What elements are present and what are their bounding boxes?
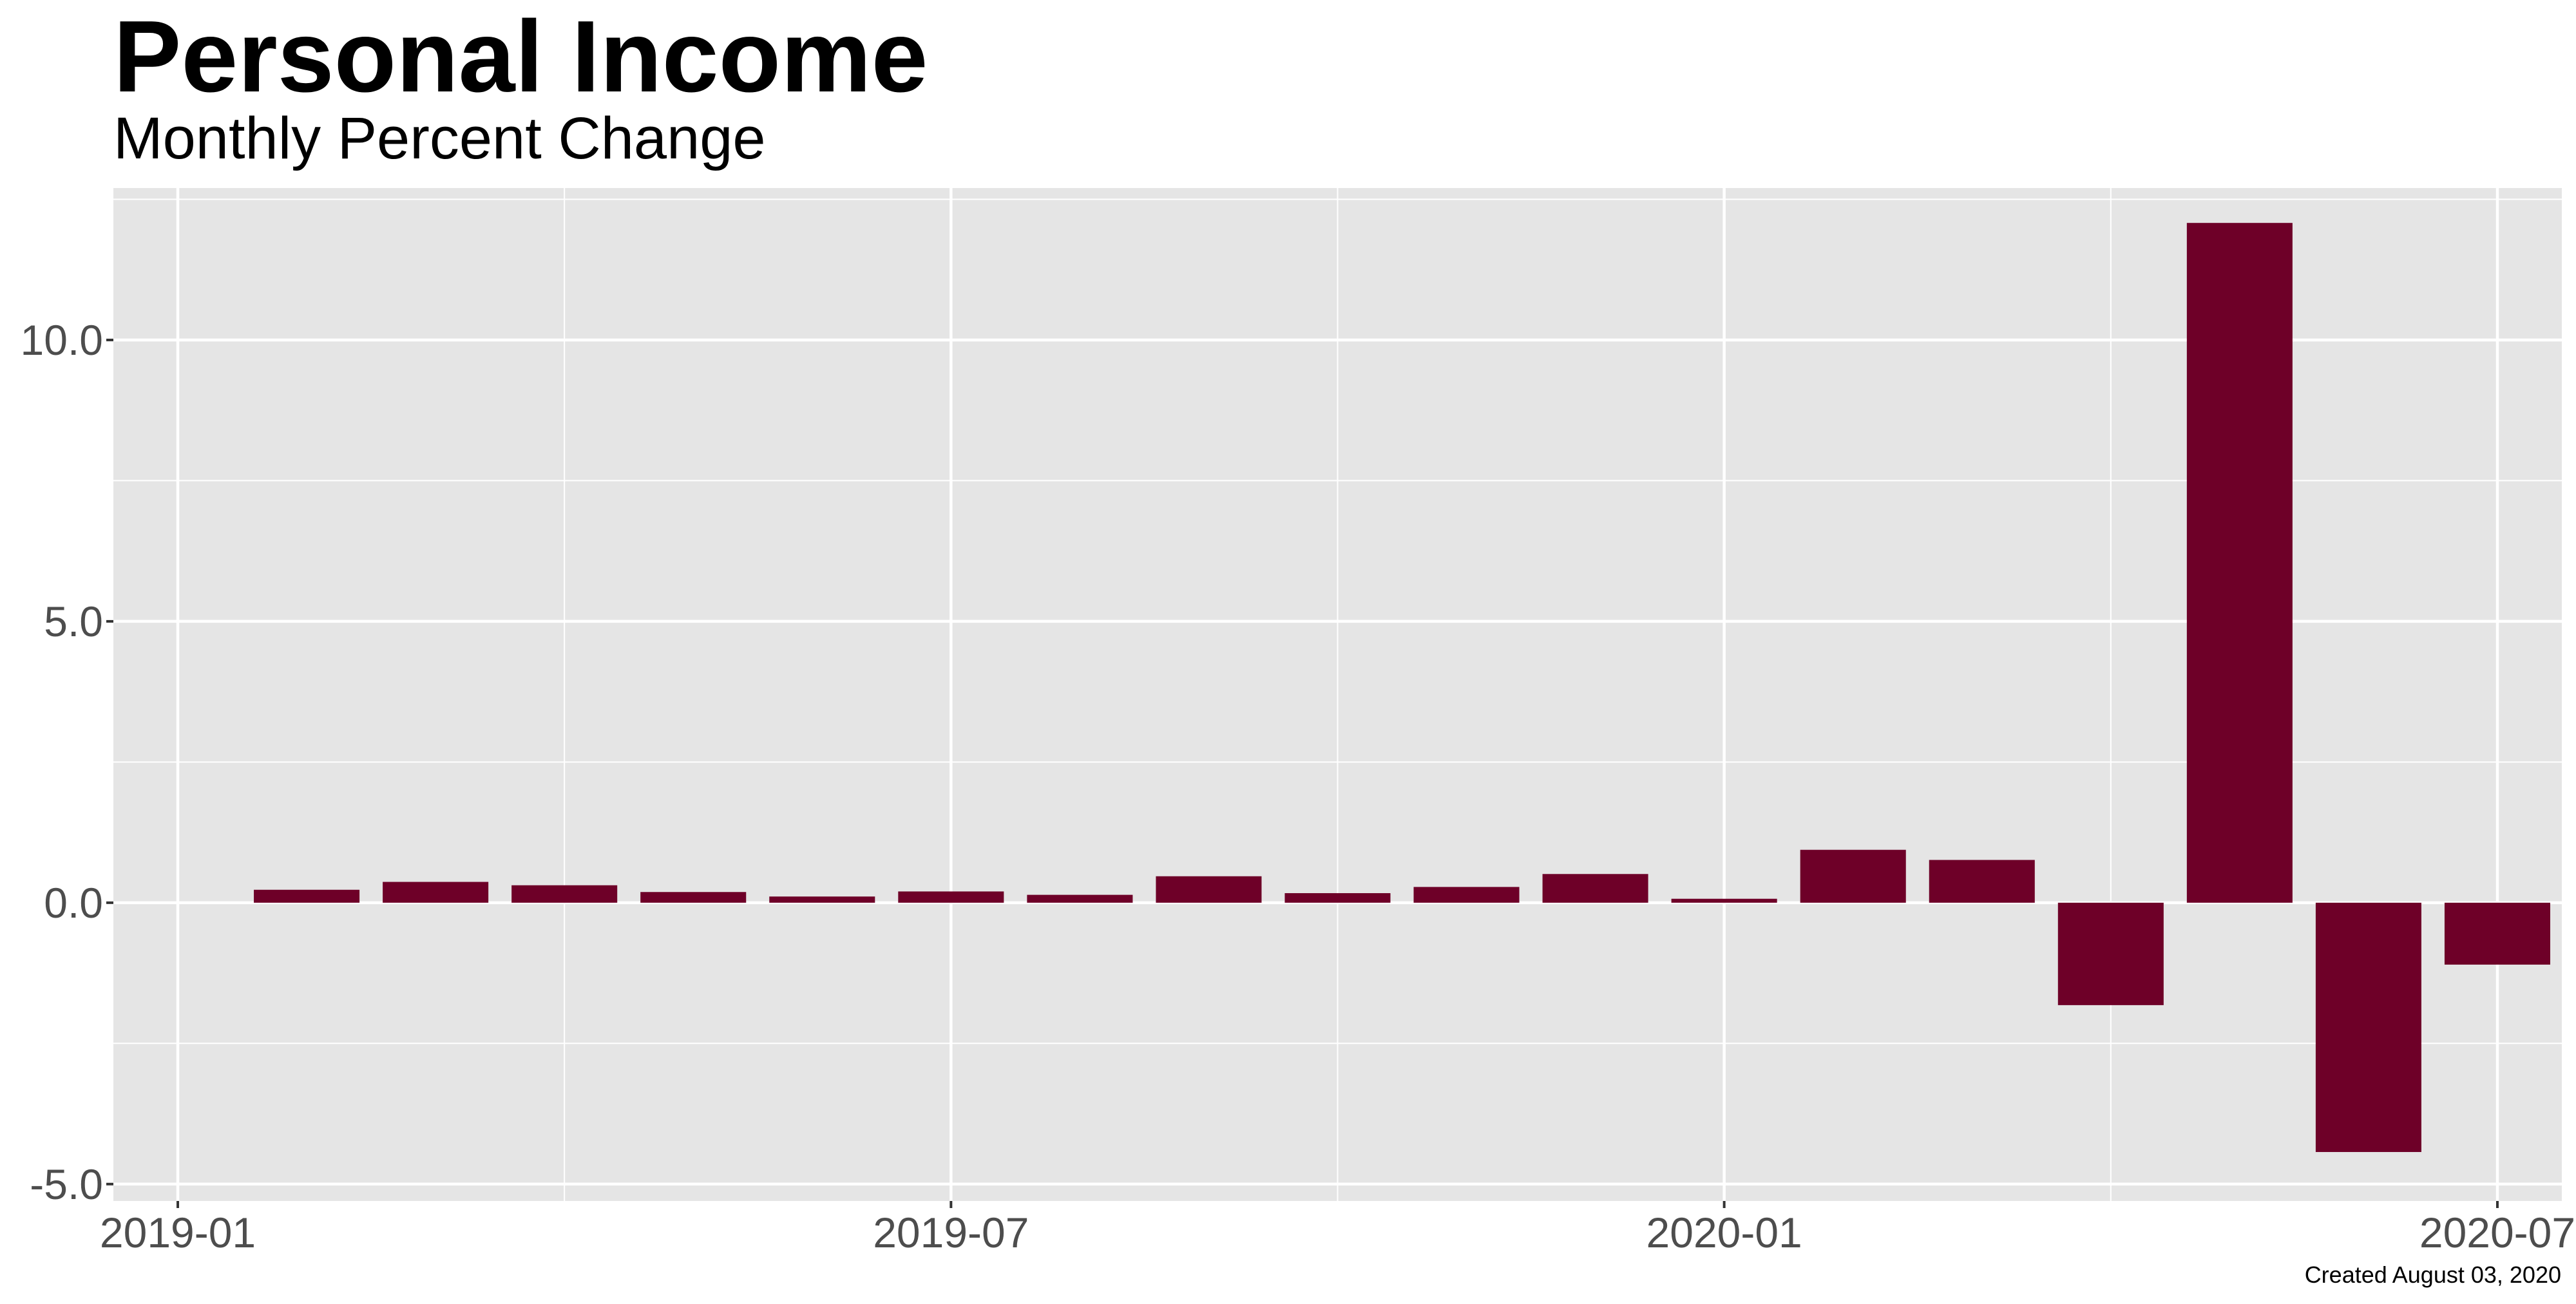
bar-2020-06	[2315, 902, 2421, 1152]
x-axis: 2019-01 2019-07 2020-01 2020-07	[100, 1201, 2575, 1256]
bar-2019-12	[1542, 874, 1648, 903]
bars	[254, 223, 2550, 1152]
y-tick-label: 0.0	[44, 879, 103, 927]
bar-2020-02	[1800, 849, 1906, 903]
bar-2020-07	[2444, 902, 2550, 965]
bar-2019-07	[898, 891, 1004, 903]
x-tick-label: 2020-07	[2419, 1209, 2575, 1256]
x-tick-label: 2019-07	[873, 1209, 1029, 1256]
minor-gridlines	[113, 188, 2562, 1201]
chart-title: Personal Income	[113, 0, 928, 113]
x-tick-label: 2019-01	[100, 1209, 256, 1256]
bar-2020-01	[1671, 898, 1777, 903]
bar-2019-02	[254, 889, 360, 903]
x-tick-label: 2020-01	[1646, 1209, 1802, 1256]
bar-2019-09	[1156, 876, 1262, 903]
bar-2019-10	[1284, 893, 1391, 903]
bar-2019-06	[769, 896, 875, 903]
y-tick-label: -5.0	[30, 1160, 103, 1208]
bar-2019-05	[640, 892, 747, 903]
bar-2020-04	[2057, 902, 2164, 1005]
chart-subtitle: Monthly Percent Change	[113, 106, 766, 171]
created-caption: Created August 03, 2020	[2304, 1261, 2561, 1288]
bar-2020-05	[2186, 223, 2293, 903]
bar-2019-11	[1413, 887, 1520, 903]
y-axis: -5.0 0.0 5.0 10.0	[21, 316, 113, 1208]
bar-2019-03	[383, 882, 489, 903]
y-tick-label: 10.0	[21, 316, 103, 364]
bar-2019-04	[511, 885, 618, 903]
y-tick-label: 5.0	[44, 598, 103, 645]
bar-2019-08	[1027, 894, 1133, 903]
bar-2020-03	[1929, 860, 2035, 903]
